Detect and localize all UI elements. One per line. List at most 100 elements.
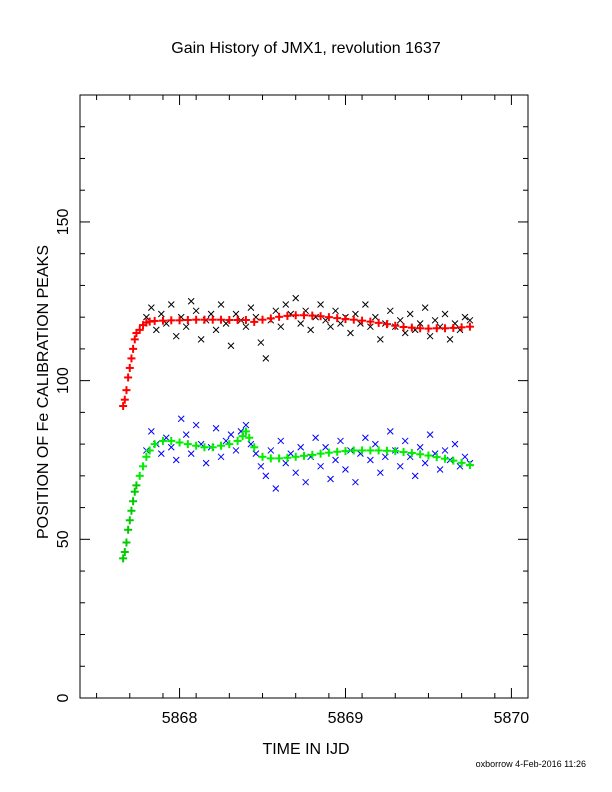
data-point [366, 317, 375, 326]
data-point [217, 301, 225, 308]
data-point [127, 506, 136, 515]
data-point [441, 324, 450, 333]
data-point [258, 452, 267, 461]
data-point-stroke [247, 440, 255, 448]
data-point-stroke [386, 307, 394, 315]
x-tick-label: 5870 [494, 710, 530, 727]
data-point [461, 313, 469, 321]
data-point [426, 332, 434, 340]
data-point [362, 434, 369, 442]
data-point [135, 325, 144, 334]
data-point-stroke [277, 437, 285, 445]
data-point [431, 316, 439, 324]
data-point [158, 316, 167, 325]
data-point [192, 307, 200, 315]
data-point-stroke [352, 478, 359, 486]
data-point-stroke [347, 329, 354, 337]
data-point [147, 304, 155, 311]
data-point [457, 323, 466, 332]
data-point [291, 452, 300, 461]
data-point [300, 311, 308, 320]
data-point-stroke [312, 313, 319, 321]
data-point-stroke [232, 447, 240, 454]
data-point-stroke [466, 316, 474, 324]
data-point [129, 497, 138, 506]
data-point [341, 315, 350, 324]
data-point [324, 448, 333, 457]
y-tick-label: 0 [55, 693, 72, 702]
data-point [257, 339, 265, 346]
data-point [381, 453, 389, 461]
data-point [217, 315, 226, 324]
data-point [449, 456, 458, 465]
data-point [262, 472, 270, 480]
data-point-stroke [376, 469, 384, 477]
data-point [250, 317, 259, 326]
data-point-stroke [222, 320, 230, 327]
data-point-stroke [401, 437, 409, 445]
data-point [446, 336, 454, 343]
data-point-stroke [192, 421, 200, 429]
data-point [241, 427, 250, 436]
data-point-stroke [362, 434, 369, 442]
data-point [317, 301, 324, 308]
data-point-stroke [177, 415, 185, 423]
data-point [300, 451, 308, 460]
data-point [441, 447, 449, 454]
data-point-stroke [317, 462, 324, 470]
data-point-stroke [257, 339, 265, 346]
data-point [232, 310, 240, 318]
data-point [332, 456, 339, 464]
data-point [172, 456, 180, 464]
data-point-stroke [421, 304, 429, 311]
data-point [292, 469, 300, 477]
data-point-stroke [282, 301, 290, 308]
data-point-stroke [247, 304, 255, 311]
data-point-stroke [212, 326, 220, 334]
x-tick-label: 5869 [328, 710, 364, 727]
x-axis-label: TIME IN IJD [262, 741, 349, 758]
data-point-stroke [297, 320, 305, 327]
data-point-stroke [232, 310, 240, 318]
data-point [421, 304, 429, 311]
data-point [396, 462, 404, 470]
data-point [192, 421, 200, 429]
data-point [247, 304, 255, 311]
data-point [386, 428, 394, 435]
data-point-stroke [217, 301, 225, 308]
data-point [333, 447, 342, 456]
data-point-stroke [192, 307, 200, 315]
plot-frame [79, 94, 529, 699]
data-point [332, 307, 339, 315]
data-point-stroke [143, 313, 150, 321]
data-point-stroke [172, 332, 180, 340]
data-point [192, 315, 201, 324]
data-point [362, 301, 369, 308]
data-point [124, 373, 133, 382]
data-point [175, 438, 184, 447]
data-point [266, 454, 275, 463]
data-point-stroke [362, 301, 369, 308]
data-point-stroke [426, 332, 434, 340]
data-point [407, 323, 416, 332]
data-point [125, 516, 134, 525]
data-point [200, 443, 209, 452]
data-point [212, 424, 220, 432]
data-point [416, 443, 424, 451]
data-point [272, 307, 280, 315]
data-point [297, 443, 305, 451]
data-point [316, 449, 325, 458]
data-point-stroke [446, 336, 454, 343]
data-point [167, 436, 176, 445]
data-point [238, 432, 247, 441]
data-point [441, 454, 450, 463]
data-point-stroke [416, 320, 424, 327]
data-point [183, 316, 192, 325]
data-point [399, 448, 408, 457]
data-point [187, 450, 195, 457]
data-point [208, 443, 217, 452]
data-point-stroke [277, 323, 285, 331]
data-point-stroke [197, 336, 205, 343]
data-point [307, 326, 314, 334]
data-point-stroke [242, 323, 250, 331]
